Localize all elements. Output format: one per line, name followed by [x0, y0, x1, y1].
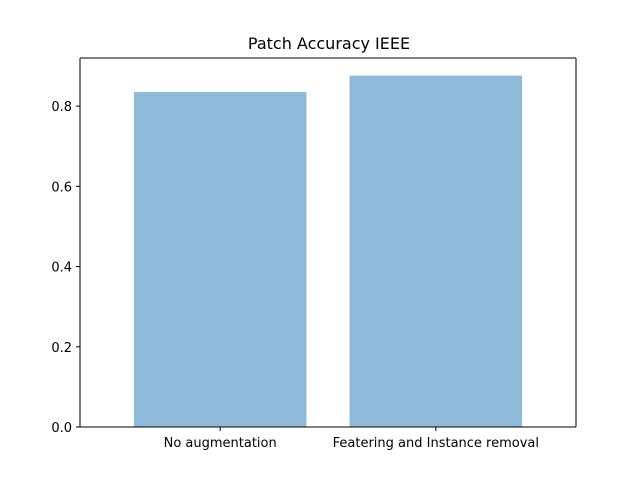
y-tick-label: 0.4: [51, 261, 72, 276]
y-tick-label: 0.8: [51, 100, 72, 115]
chart-title: Patch Accuracy IEEE: [248, 34, 410, 53]
bars-group: [133, 75, 523, 427]
bar-2: [349, 75, 523, 427]
y-tick-label: 0.2: [51, 341, 72, 356]
y-tick-label: 0.6: [51, 180, 72, 195]
x-tick-label: No augmentation: [164, 436, 277, 451]
y-axis-ticks: 0.0 0.2 0.4 0.6 0.8: [51, 100, 80, 436]
bar-1: [133, 92, 307, 427]
x-tick-label: Featering and Instance removal: [333, 436, 539, 451]
plot-frame: [79, 57, 577, 428]
x-axis-ticks: No augmentation Featering and Instance re…: [164, 427, 539, 451]
y-tick-label: 0.0: [51, 421, 72, 436]
